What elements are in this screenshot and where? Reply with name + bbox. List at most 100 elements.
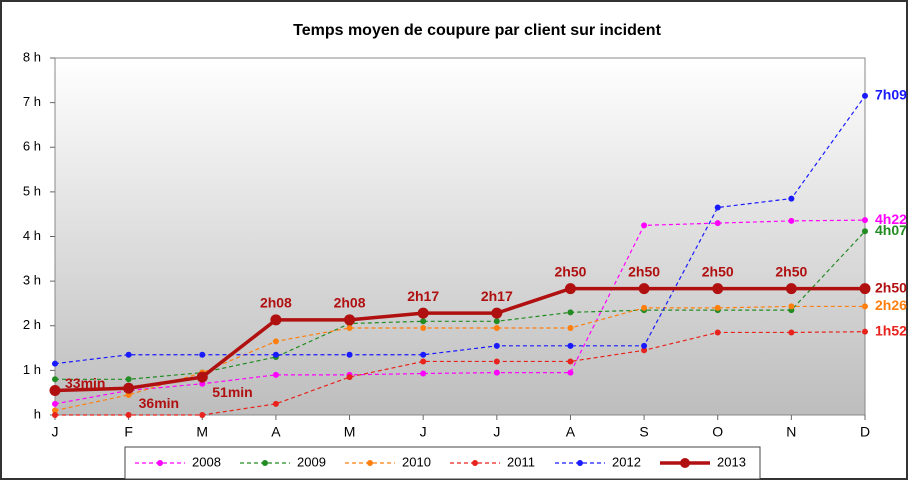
data-point xyxy=(493,324,500,331)
data-point xyxy=(272,371,279,378)
data-label: 2h50 xyxy=(702,263,734,279)
y-tick-label: 8 h xyxy=(23,49,41,64)
legend-marker xyxy=(680,458,690,468)
legend-label: 2009 xyxy=(297,454,326,469)
data-point xyxy=(52,412,58,418)
y-tick-label: h xyxy=(34,406,41,421)
data-point xyxy=(785,283,797,295)
y-tick-label: 3 h xyxy=(23,273,41,288)
data-point xyxy=(125,376,132,383)
data-point xyxy=(420,324,427,331)
plot-area xyxy=(54,57,866,416)
x-tick-label: N xyxy=(786,424,796,440)
data-label: 36min xyxy=(139,395,179,411)
data-label: 2h08 xyxy=(334,295,366,311)
x-tick-label: A xyxy=(566,424,576,440)
legend-label: 2008 xyxy=(192,454,221,469)
data-label: 2h50 xyxy=(554,263,586,279)
data-point xyxy=(788,329,795,336)
data-point xyxy=(420,318,427,325)
data-point xyxy=(862,328,868,335)
data-point xyxy=(493,369,500,376)
legend-marker xyxy=(472,460,478,466)
x-tick-label: J xyxy=(493,424,500,440)
data-point xyxy=(641,304,648,311)
x-tick-label: F xyxy=(124,424,133,440)
data-point xyxy=(346,351,353,358)
data-point xyxy=(272,351,279,358)
data-label: 33min xyxy=(65,375,105,391)
data-point xyxy=(567,342,574,349)
data-point xyxy=(641,222,648,229)
data-point xyxy=(52,376,58,383)
y-tick-label: 7 h xyxy=(23,94,41,109)
data-point xyxy=(862,217,868,224)
data-point xyxy=(712,283,724,295)
data-point xyxy=(272,338,279,345)
data-point xyxy=(199,351,206,358)
data-label: 2h50 xyxy=(628,263,660,279)
legend xyxy=(124,446,761,480)
legend-marker xyxy=(262,460,268,466)
data-label: 2h26 xyxy=(875,297,907,313)
x-tick-label: A xyxy=(271,424,281,440)
data-point xyxy=(346,324,353,331)
series-line xyxy=(54,95,866,365)
data-label: 51min xyxy=(212,384,252,400)
y-tick-label: 6 h xyxy=(23,139,41,154)
data-point xyxy=(641,342,648,349)
data-point xyxy=(493,342,500,349)
data-point xyxy=(862,92,868,99)
data-point xyxy=(714,204,721,211)
data-point xyxy=(714,220,721,227)
y-tick-label: 1 h xyxy=(23,362,41,377)
x-tick-label: J xyxy=(420,424,427,440)
chart-title: Temps moyen de coupure par client sur in… xyxy=(293,22,661,39)
data-point xyxy=(420,351,427,358)
data-label: 4h22 xyxy=(875,211,907,227)
data-point xyxy=(420,358,427,365)
data-point xyxy=(344,314,356,326)
data-label: 2h17 xyxy=(407,288,439,304)
data-point xyxy=(493,358,500,365)
x-tick-label: J xyxy=(52,424,59,440)
data-point xyxy=(491,307,503,319)
data-point xyxy=(52,407,58,414)
data-point xyxy=(270,314,282,326)
data-label: 2h50 xyxy=(775,263,807,279)
legend-label: 2013 xyxy=(717,454,746,469)
data-point xyxy=(862,228,868,235)
series-line xyxy=(55,230,866,380)
data-point xyxy=(199,412,206,418)
data-point xyxy=(52,400,58,407)
data-point xyxy=(641,347,648,354)
data-point xyxy=(714,329,721,336)
series-line xyxy=(55,331,866,416)
y-tick-label: 4 h xyxy=(23,228,41,243)
data-point xyxy=(52,360,58,367)
data-point xyxy=(638,283,650,295)
data-point xyxy=(346,374,353,381)
data-point xyxy=(49,384,61,396)
data-label: 4h07 xyxy=(875,222,907,238)
x-tick-label: O xyxy=(712,424,723,440)
x-tick-label: D xyxy=(860,424,870,440)
data-label: 2h08 xyxy=(260,295,292,311)
y-tick-label: 5 h xyxy=(23,183,41,198)
data-label: 1h52 xyxy=(875,322,907,338)
y-tick-label: 2 h xyxy=(23,317,41,332)
legend-label: 2010 xyxy=(402,454,431,469)
data-label: 7h09 xyxy=(875,87,907,103)
data-point xyxy=(567,309,574,316)
legend-label: 2011 xyxy=(507,454,535,469)
data-label: 2h17 xyxy=(481,288,513,304)
series-line xyxy=(54,286,865,393)
series-line xyxy=(54,219,866,405)
data-point xyxy=(125,351,132,358)
data-point xyxy=(788,303,795,310)
data-label: 2h50 xyxy=(875,279,907,295)
data-point xyxy=(420,370,427,377)
legend-marker xyxy=(367,460,373,466)
data-point xyxy=(196,371,208,383)
